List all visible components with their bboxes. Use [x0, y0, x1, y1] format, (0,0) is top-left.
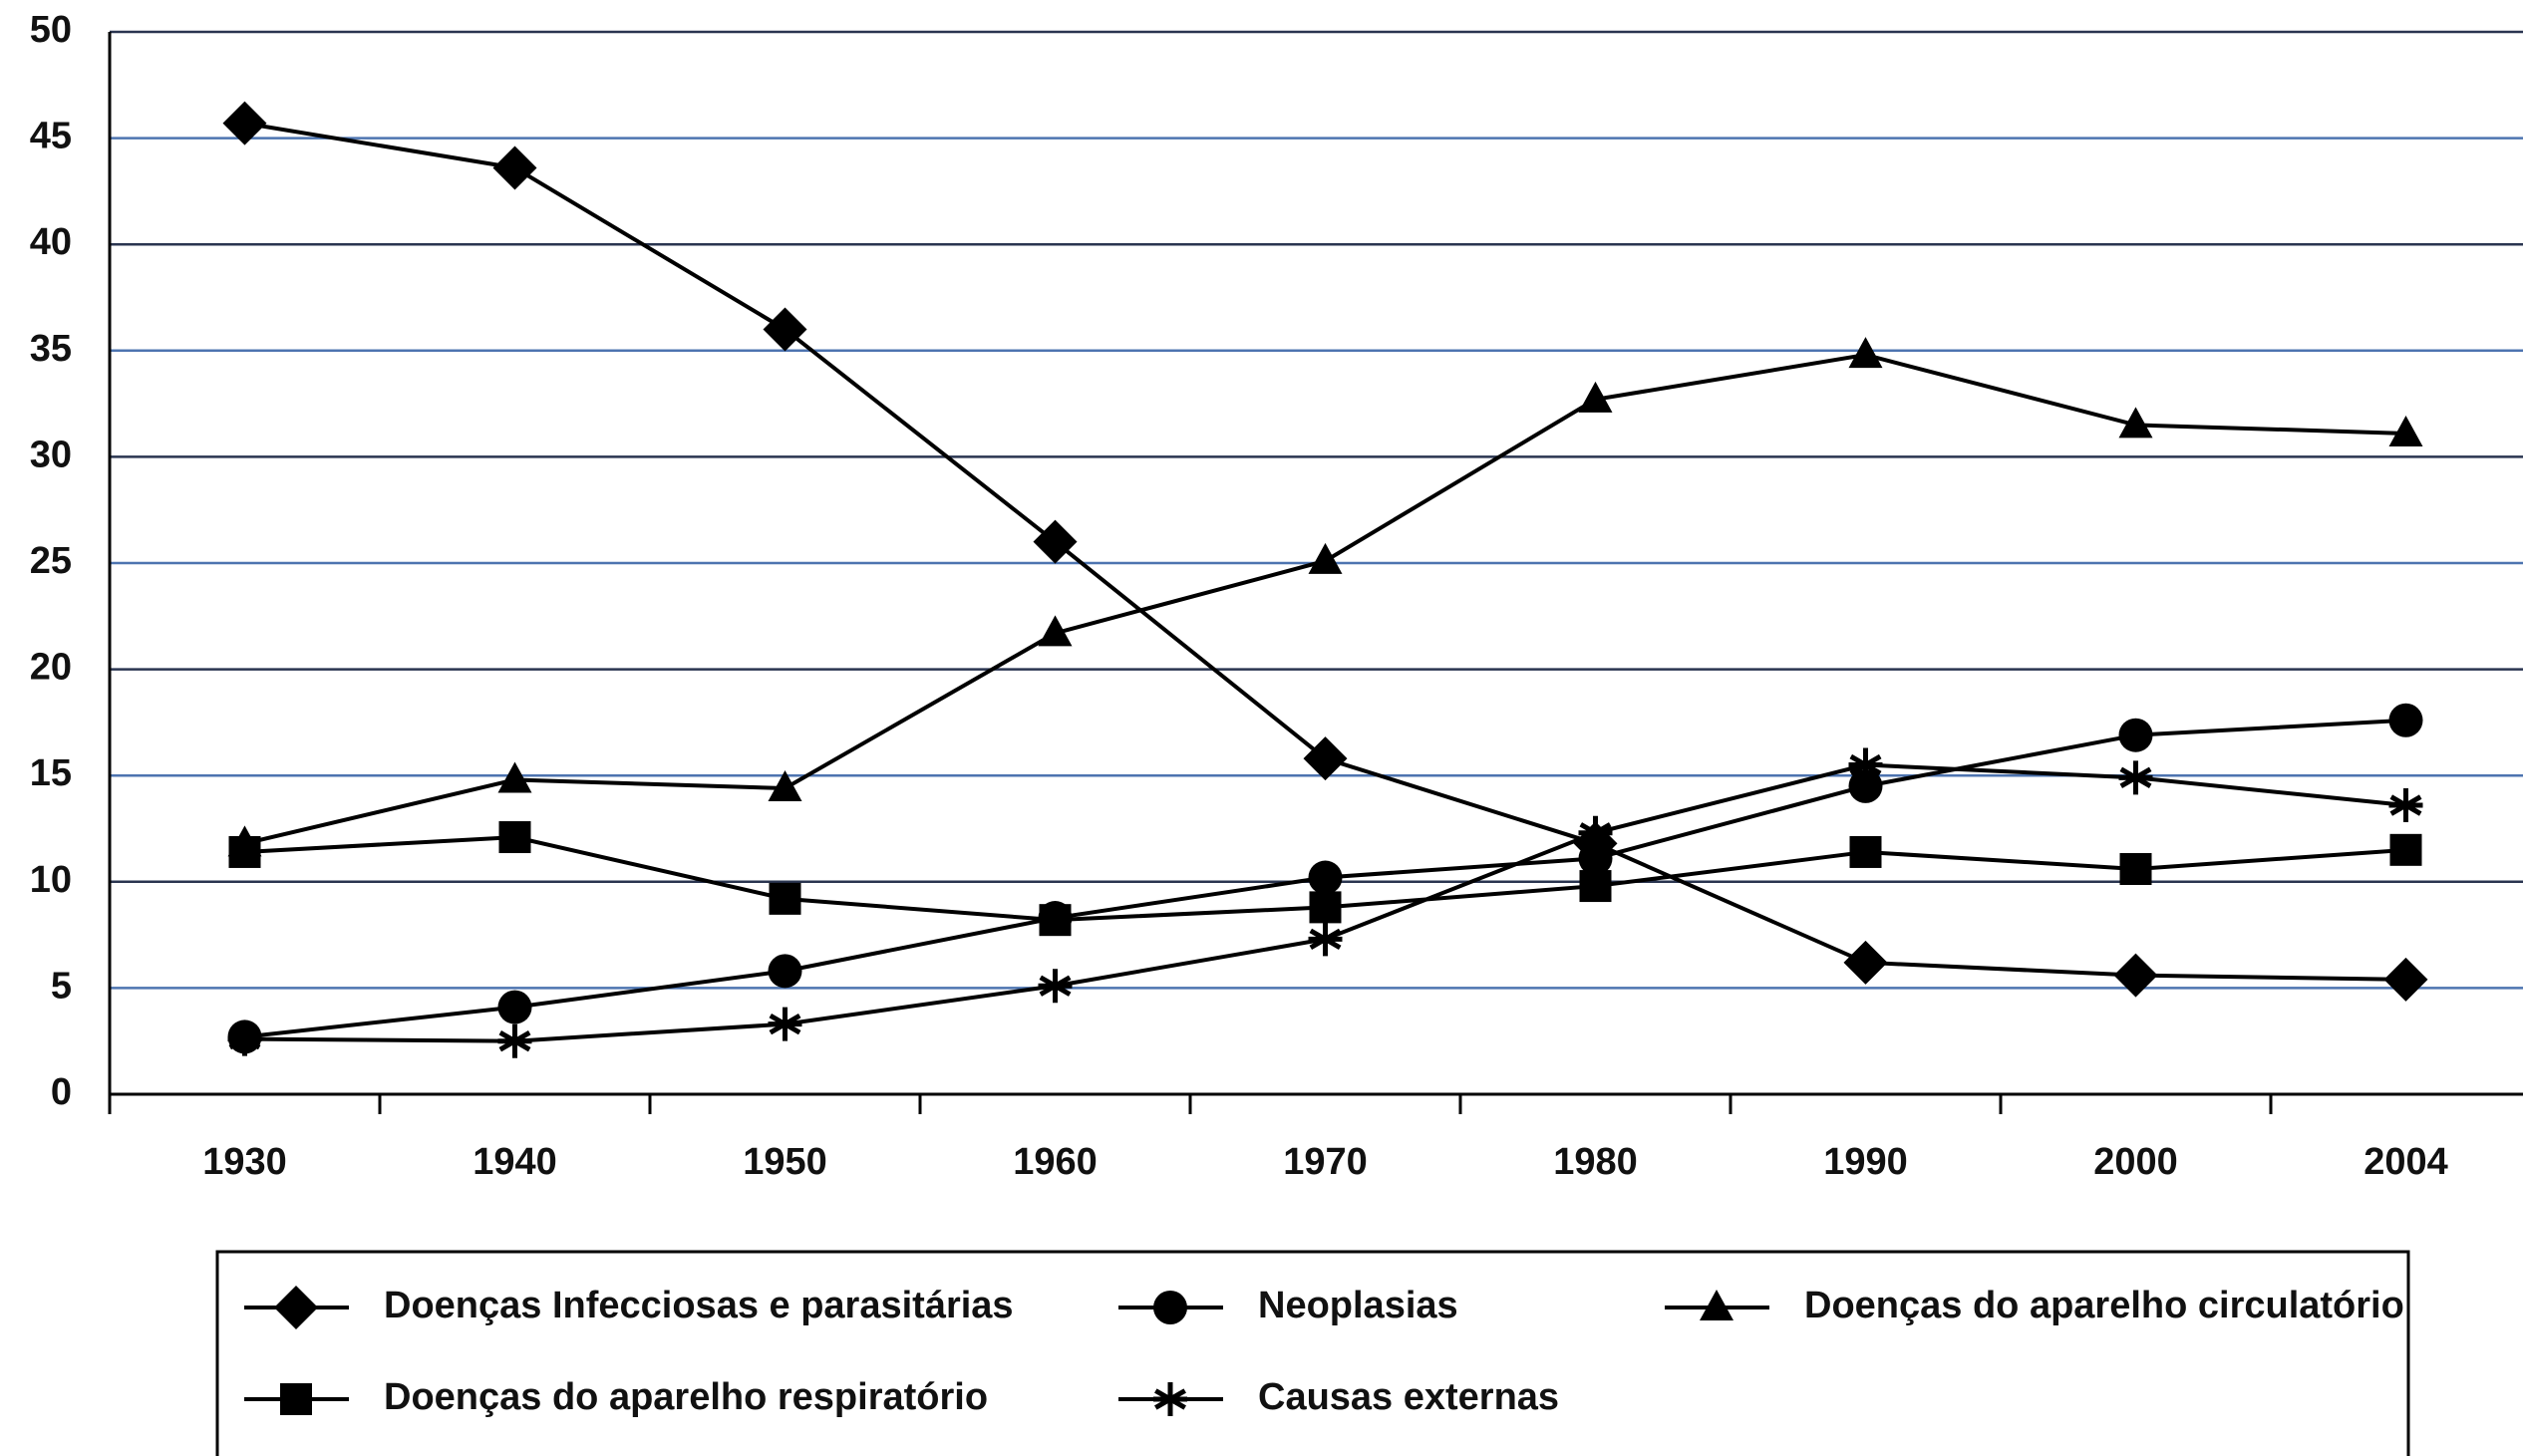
data-point	[768, 769, 802, 801]
x-tick-label: 1990	[1823, 1141, 1908, 1183]
data-point	[2383, 957, 2428, 1002]
legend-marker	[274, 1286, 318, 1329]
y-tick-label: 0	[51, 1071, 72, 1113]
y-tick-label: 40	[30, 221, 72, 263]
data-point	[1578, 841, 1613, 876]
data-point	[228, 835, 261, 868]
x-tick-label: 1960	[1013, 1141, 1098, 1183]
x-tick-label: 2004	[2364, 1141, 2448, 1183]
data-point	[1848, 747, 1883, 782]
legend-label: Neoplasias	[1258, 1285, 1458, 1326]
data-point	[2118, 718, 2153, 752]
y-tick-label: 30	[30, 434, 72, 475]
data-point	[1578, 381, 1613, 413]
data-point	[1849, 835, 1882, 868]
legend-box	[215, 1250, 2410, 1456]
data-point	[2118, 407, 2153, 438]
data-point	[2119, 853, 2152, 886]
data-point	[1039, 904, 1072, 937]
data-point	[1309, 891, 1342, 924]
data-point	[763, 307, 807, 352]
data-point	[227, 1021, 262, 1056]
x-tick-label: 1940	[473, 1141, 557, 1183]
data-point	[497, 1023, 532, 1058]
data-point	[498, 821, 531, 854]
data-point	[1303, 736, 1348, 781]
legend-marker	[1153, 1291, 1187, 1324]
data-point	[769, 882, 801, 915]
y-tick-label: 5	[51, 965, 72, 1007]
x-tick-label: 1950	[743, 1141, 827, 1183]
data-point	[768, 954, 802, 989]
legend-label: Doenças Infecciosas e parasitárias	[384, 1285, 1014, 1326]
data-point	[2389, 833, 2422, 866]
x-tick-label: 1970	[1283, 1141, 1368, 1183]
data-point	[768, 1007, 802, 1041]
legend-marker	[1700, 1290, 1734, 1320]
y-tick-label: 50	[30, 9, 72, 51]
data-point	[1038, 969, 1073, 1004]
legend-marker	[1153, 1382, 1187, 1416]
data-point	[1848, 337, 1883, 369]
data-point	[497, 761, 532, 793]
data-point	[1848, 768, 1883, 803]
data-point	[1843, 940, 1888, 985]
data-point	[2388, 415, 2423, 446]
x-tick-label: 2000	[2093, 1141, 2178, 1183]
data-point	[2388, 788, 2423, 823]
data-point	[1033, 519, 1078, 564]
data-point	[2113, 953, 2158, 998]
data-point	[1308, 860, 1343, 895]
data-point	[1038, 615, 1073, 647]
y-tick-label: 25	[30, 540, 72, 582]
legend-label: Causas externas	[1258, 1376, 1559, 1418]
data-point	[222, 101, 267, 146]
data-point	[1578, 815, 1613, 850]
data-point	[1308, 922, 1343, 957]
y-tick-label: 35	[30, 328, 72, 370]
legend-marker	[280, 1383, 312, 1415]
y-tick-label: 10	[30, 859, 72, 901]
y-tick-label: 45	[30, 116, 72, 157]
legend-label: Doenças do aparelho circulatório	[1804, 1285, 2404, 1326]
y-tick-label: 20	[30, 647, 72, 689]
legend-label: Doenças do aparelho respiratório	[384, 1376, 988, 1418]
y-tick-label: 15	[30, 752, 72, 794]
data-point	[2118, 760, 2153, 795]
data-point	[2388, 703, 2423, 737]
data-point	[1308, 542, 1343, 574]
data-point	[492, 146, 537, 190]
data-point	[497, 990, 532, 1024]
x-tick-label: 1930	[202, 1141, 287, 1183]
data-point	[1579, 870, 1612, 903]
x-tick-label: 1980	[1553, 1141, 1638, 1183]
